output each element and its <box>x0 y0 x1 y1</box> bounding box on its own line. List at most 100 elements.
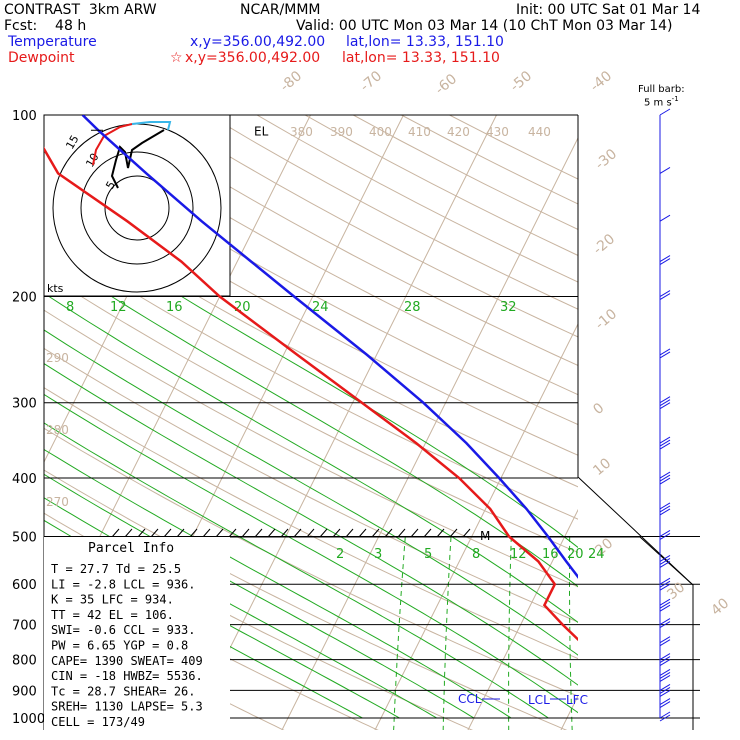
hatch-mark <box>111 528 120 538</box>
hatch-mark <box>137 528 146 538</box>
hatch-mark <box>163 528 172 538</box>
mixing-ratio-label: 12 <box>510 547 527 562</box>
hodograph-units-label: kts <box>47 282 64 295</box>
parcel-info-title: Parcel Info <box>88 541 174 556</box>
wind-barb <box>659 436 671 450</box>
m-label: M <box>480 529 490 543</box>
hatch-mark <box>241 528 250 538</box>
isotherm-label: -50 <box>507 68 535 95</box>
organization: NCAR/MMM <box>240 2 321 18</box>
wind-barb <box>659 555 671 568</box>
wind-barb <box>659 636 671 647</box>
dry-adiabat <box>207 115 578 310</box>
theta-label: 390 <box>330 125 353 139</box>
dry-adiabat <box>44 309 578 588</box>
mixing-ratio-label: 24 <box>588 547 605 562</box>
parcel-info-row: PW = 6.65 YGP = 0.8 <box>51 639 188 653</box>
hodograph-ring-label: 15 <box>63 133 81 152</box>
valid-time: Valid: 00 UTC Mon 03 Mar 14 (10 ChT Mon … <box>296 18 673 34</box>
wind-barb <box>659 577 671 591</box>
dry-adiabat <box>400 115 578 205</box>
el-label: EL <box>254 124 269 138</box>
pressure-tick-label: 900 <box>12 684 37 699</box>
dry-adiabat <box>44 236 578 520</box>
parcel-info-box <box>44 537 230 730</box>
mixing-ratio-label: 3 <box>374 547 382 562</box>
mixing-ratio-line <box>622 537 629 731</box>
isotherm-label: -60 <box>432 71 460 98</box>
dry-adiabat <box>448 115 578 180</box>
dry-adiabat <box>111 115 578 367</box>
hatch-mark <box>176 528 185 538</box>
wind-barb <box>659 711 671 722</box>
wind-barb <box>659 348 671 359</box>
pressure-tick-label: 800 <box>12 654 37 669</box>
wind-barb <box>659 396 671 410</box>
hatch-mark <box>462 528 471 538</box>
parcel-info-row: TT = 42 EL = 106. <box>51 608 174 622</box>
dewpoint-legend: Dewpoint <box>8 50 75 66</box>
hatch-mark <box>306 528 315 538</box>
moist-adiabat-label: 8 <box>66 300 74 315</box>
parcel-info-row: SWI= -0.6 CCL = 933. <box>51 623 196 637</box>
isotherm-line <box>654 87 740 730</box>
isotherm-label: -10 <box>592 306 620 333</box>
hatch-mark <box>358 528 367 538</box>
wind-barb <box>659 108 671 116</box>
temperature-profile <box>81 115 578 579</box>
hatch-mark <box>150 528 159 538</box>
isotherm-line <box>467 508 578 730</box>
wind-barb <box>659 167 671 174</box>
pressure-tick-label: 200 <box>12 291 37 306</box>
hatch-mark <box>280 528 289 538</box>
theta-label: 440 <box>528 125 551 139</box>
wind-barb <box>659 683 671 697</box>
pressure-tick-label: 400 <box>12 472 37 487</box>
wind-barb <box>659 214 671 222</box>
wind-barb <box>659 598 671 612</box>
theta-label: 290 <box>46 351 69 365</box>
isotherm-line <box>374 322 578 730</box>
dewpoint-profile <box>44 146 578 642</box>
theta-label: 280 <box>46 423 69 437</box>
isotherm-label: -40 <box>587 68 615 95</box>
moist-adiabat-label: 16 <box>166 300 183 315</box>
hatch-mark <box>436 528 445 538</box>
mixing-ratio-label: 20 <box>567 547 584 562</box>
dry-adiabat <box>44 347 578 623</box>
hatch-mark <box>254 528 263 538</box>
hatch-mark <box>423 528 432 538</box>
isotherm-label: -70 <box>357 68 385 95</box>
mixing-ratio-label: 16 <box>542 547 559 562</box>
hatch-mark <box>410 528 419 538</box>
temperature-latlon: lat,lon= 13.33, 151.10 <box>346 34 504 50</box>
mixing-ratio-label: 2 <box>336 547 344 562</box>
hatch-mark <box>384 528 393 538</box>
lower-panel-edge <box>230 536 694 586</box>
barb-legend-units: 5 m s <box>644 97 672 109</box>
theta-label: 380 <box>290 125 313 139</box>
dry-adiabat <box>256 115 578 283</box>
wind-barb <box>659 471 671 485</box>
hatch-mark <box>319 528 328 538</box>
pressure-tick-label: 300 <box>12 397 37 412</box>
mixing-ratio-line <box>508 536 512 730</box>
wind-barb <box>659 290 671 300</box>
dry-adiabat <box>44 387 578 660</box>
forecast-hour: Fcst: 48 h <box>4 18 87 34</box>
wind-barb <box>659 618 671 629</box>
mixing-ratio-label: 5 <box>424 547 432 562</box>
init-time: Init: 00 UTC Sat 01 Mar 14 <box>516 2 701 18</box>
theta-label: 410 <box>408 125 431 139</box>
parcel-info-row: SREH= 1130 LAPSE= 5.3 <box>51 700 203 714</box>
dry-adiabat <box>44 201 578 488</box>
wind-barb <box>659 653 671 666</box>
parcel-info-row: CELL = 173/49 <box>51 715 145 729</box>
hatch-mark <box>293 528 302 538</box>
parcel-info-row: T = 27.7 Td = 25.5 <box>51 562 181 576</box>
hodograph-ring <box>104 175 170 241</box>
isotherm-label: -20 <box>590 231 618 258</box>
hatch-mark <box>332 528 341 538</box>
dry-adiabat <box>44 133 578 426</box>
moist-adiabat-label: 12 <box>110 300 127 315</box>
